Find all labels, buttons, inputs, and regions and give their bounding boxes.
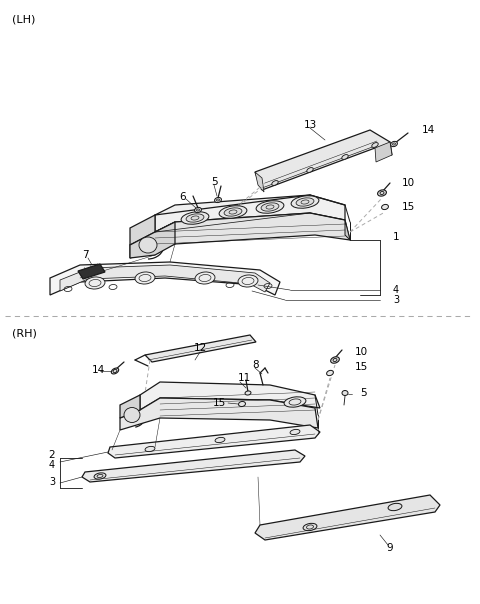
Ellipse shape bbox=[290, 429, 300, 435]
Text: 12: 12 bbox=[193, 343, 206, 353]
Ellipse shape bbox=[85, 277, 105, 289]
Polygon shape bbox=[140, 382, 320, 410]
Ellipse shape bbox=[291, 196, 319, 208]
Ellipse shape bbox=[342, 391, 348, 396]
Ellipse shape bbox=[145, 446, 155, 452]
Polygon shape bbox=[345, 220, 350, 240]
Text: 15: 15 bbox=[213, 398, 226, 408]
Polygon shape bbox=[130, 215, 155, 245]
Polygon shape bbox=[255, 172, 264, 192]
Polygon shape bbox=[60, 265, 270, 292]
Text: 10: 10 bbox=[355, 347, 368, 357]
Text: (LH): (LH) bbox=[12, 15, 36, 25]
Text: 4: 4 bbox=[393, 285, 399, 295]
Ellipse shape bbox=[382, 204, 388, 210]
Text: 15: 15 bbox=[402, 202, 415, 212]
Ellipse shape bbox=[238, 275, 258, 287]
Ellipse shape bbox=[224, 208, 242, 216]
Ellipse shape bbox=[326, 370, 334, 376]
Ellipse shape bbox=[372, 143, 378, 147]
Text: 11: 11 bbox=[238, 373, 251, 383]
Text: 13: 13 bbox=[303, 120, 317, 130]
Ellipse shape bbox=[391, 141, 397, 147]
Ellipse shape bbox=[284, 397, 306, 407]
Ellipse shape bbox=[194, 207, 202, 213]
Ellipse shape bbox=[239, 402, 245, 406]
Text: 10: 10 bbox=[402, 178, 415, 188]
Ellipse shape bbox=[215, 198, 221, 202]
Text: 15: 15 bbox=[355, 362, 368, 372]
Text: 2: 2 bbox=[48, 450, 55, 460]
Ellipse shape bbox=[342, 155, 348, 159]
Polygon shape bbox=[130, 213, 350, 258]
Polygon shape bbox=[130, 222, 175, 258]
Polygon shape bbox=[82, 450, 305, 482]
Ellipse shape bbox=[94, 473, 106, 479]
Ellipse shape bbox=[331, 357, 339, 363]
Ellipse shape bbox=[135, 272, 155, 284]
Ellipse shape bbox=[124, 408, 140, 423]
Polygon shape bbox=[120, 395, 140, 418]
Polygon shape bbox=[255, 495, 440, 540]
Text: 3: 3 bbox=[393, 295, 399, 305]
Ellipse shape bbox=[378, 190, 386, 196]
Ellipse shape bbox=[272, 181, 278, 185]
Text: (RH): (RH) bbox=[12, 329, 37, 339]
Text: 4: 4 bbox=[49, 460, 55, 470]
Ellipse shape bbox=[256, 201, 284, 213]
Polygon shape bbox=[120, 398, 318, 430]
Ellipse shape bbox=[195, 272, 215, 284]
Text: 5: 5 bbox=[211, 177, 217, 187]
Text: 5: 5 bbox=[360, 388, 367, 398]
Text: 7: 7 bbox=[82, 250, 88, 260]
Ellipse shape bbox=[296, 198, 314, 206]
Ellipse shape bbox=[186, 214, 204, 222]
Polygon shape bbox=[375, 142, 392, 162]
Polygon shape bbox=[50, 262, 280, 295]
Text: 3: 3 bbox=[49, 477, 55, 487]
Text: 9: 9 bbox=[387, 543, 393, 553]
Text: 14: 14 bbox=[92, 365, 105, 375]
Ellipse shape bbox=[111, 368, 119, 374]
Polygon shape bbox=[255, 130, 392, 190]
Ellipse shape bbox=[388, 503, 402, 510]
Ellipse shape bbox=[181, 212, 209, 224]
Ellipse shape bbox=[215, 437, 225, 443]
Ellipse shape bbox=[303, 523, 317, 531]
Polygon shape bbox=[145, 335, 256, 362]
Polygon shape bbox=[155, 195, 345, 232]
Ellipse shape bbox=[219, 206, 247, 218]
Ellipse shape bbox=[245, 391, 251, 395]
Text: 6: 6 bbox=[180, 192, 186, 202]
Text: 14: 14 bbox=[422, 125, 435, 135]
Text: 8: 8 bbox=[252, 360, 259, 370]
Ellipse shape bbox=[307, 167, 313, 172]
Ellipse shape bbox=[139, 237, 157, 253]
Polygon shape bbox=[108, 425, 320, 458]
Polygon shape bbox=[78, 264, 105, 279]
Ellipse shape bbox=[261, 203, 279, 211]
Text: 1: 1 bbox=[393, 232, 400, 242]
